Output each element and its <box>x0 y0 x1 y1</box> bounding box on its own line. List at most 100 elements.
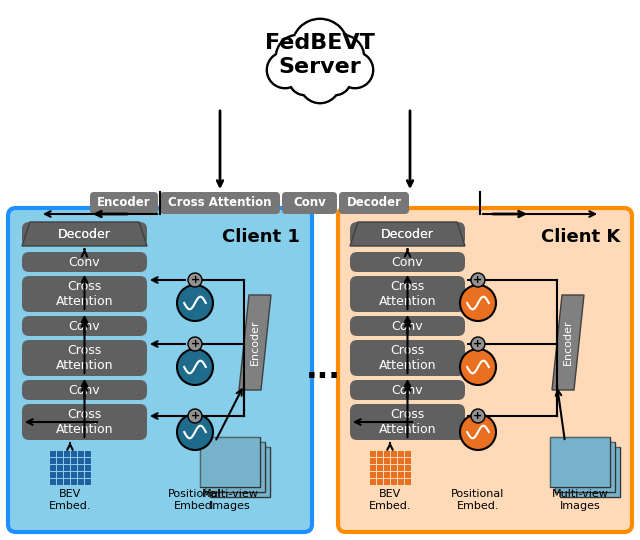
Circle shape <box>337 52 373 88</box>
FancyBboxPatch shape <box>22 340 147 376</box>
Text: Conv: Conv <box>392 320 423 333</box>
Bar <box>383 472 390 478</box>
Bar <box>49 465 56 471</box>
Circle shape <box>290 64 320 94</box>
Bar <box>555 442 615 492</box>
Bar <box>404 472 410 478</box>
Bar <box>84 465 90 471</box>
Circle shape <box>188 273 202 287</box>
Bar <box>369 465 376 471</box>
Circle shape <box>460 349 496 385</box>
Bar <box>383 451 390 457</box>
FancyBboxPatch shape <box>22 252 147 272</box>
FancyBboxPatch shape <box>350 276 465 312</box>
Text: Multi-view
Images: Multi-view Images <box>552 489 609 511</box>
Bar <box>200 437 260 487</box>
Circle shape <box>293 20 347 74</box>
Text: +: + <box>474 339 483 349</box>
Bar <box>376 458 383 464</box>
Bar <box>383 465 390 471</box>
Text: BEV
Embed.: BEV Embed. <box>369 489 412 511</box>
Bar <box>555 442 615 492</box>
Polygon shape <box>350 222 465 246</box>
Bar <box>49 458 56 464</box>
Bar <box>383 458 390 464</box>
Bar <box>369 458 376 464</box>
Bar <box>84 479 90 485</box>
FancyBboxPatch shape <box>350 404 465 440</box>
Text: ...: ... <box>305 355 340 384</box>
Bar <box>404 451 410 457</box>
Bar <box>397 451 403 457</box>
Bar <box>376 472 383 478</box>
Circle shape <box>177 414 213 450</box>
Text: +: + <box>190 339 200 349</box>
Bar <box>63 465 70 471</box>
Bar <box>550 437 610 487</box>
Bar <box>63 451 70 457</box>
Bar <box>77 465 83 471</box>
Bar <box>56 472 63 478</box>
Circle shape <box>460 414 496 450</box>
Text: FedBEVT
Server: FedBEVT Server <box>265 33 375 77</box>
Bar <box>49 472 56 478</box>
Bar <box>70 465 77 471</box>
FancyBboxPatch shape <box>22 222 147 246</box>
Text: Multi-view
Images: Multi-view Images <box>202 489 259 511</box>
Bar <box>84 458 90 464</box>
Text: Encoder: Encoder <box>97 197 151 210</box>
Circle shape <box>268 53 302 87</box>
Circle shape <box>471 409 485 423</box>
Bar <box>63 479 70 485</box>
Text: Cross
Attention: Cross Attention <box>56 280 113 308</box>
Bar <box>200 437 260 487</box>
Text: Encoder: Encoder <box>563 320 573 366</box>
Circle shape <box>319 63 351 95</box>
Bar <box>210 447 270 497</box>
Text: +: + <box>190 275 200 285</box>
Bar <box>63 472 70 478</box>
FancyBboxPatch shape <box>338 208 632 532</box>
Text: +: + <box>190 411 200 421</box>
FancyBboxPatch shape <box>8 208 312 532</box>
Bar <box>397 458 403 464</box>
Circle shape <box>188 337 202 351</box>
Circle shape <box>276 35 320 79</box>
Text: Conv: Conv <box>293 197 326 210</box>
Bar <box>390 479 397 485</box>
Text: Decoder: Decoder <box>346 197 401 210</box>
Bar <box>397 479 403 485</box>
Text: Positional
Embed.: Positional Embed. <box>168 489 221 511</box>
Bar <box>397 472 403 478</box>
Text: Cross
Attention: Cross Attention <box>56 408 113 436</box>
FancyBboxPatch shape <box>350 380 465 400</box>
FancyBboxPatch shape <box>350 340 465 376</box>
FancyBboxPatch shape <box>160 192 280 214</box>
Bar <box>210 447 270 497</box>
Bar <box>205 442 265 492</box>
FancyBboxPatch shape <box>350 252 465 272</box>
FancyBboxPatch shape <box>90 192 158 214</box>
FancyBboxPatch shape <box>22 316 147 336</box>
Polygon shape <box>552 295 584 390</box>
Text: Positional
Embed.: Positional Embed. <box>451 489 505 511</box>
Circle shape <box>177 285 213 321</box>
Text: Conv: Conv <box>68 383 100 396</box>
Bar <box>49 451 56 457</box>
Circle shape <box>320 64 350 94</box>
Circle shape <box>338 53 372 87</box>
Circle shape <box>289 63 321 95</box>
Text: +: + <box>474 411 483 421</box>
Text: Conv: Conv <box>392 383 423 396</box>
Bar <box>84 451 90 457</box>
Bar <box>560 447 620 497</box>
Text: Cross
Attention: Cross Attention <box>379 344 436 372</box>
Bar <box>56 465 63 471</box>
Circle shape <box>460 285 496 321</box>
Bar <box>376 451 383 457</box>
Circle shape <box>301 64 339 102</box>
FancyBboxPatch shape <box>22 404 147 440</box>
Circle shape <box>267 52 303 88</box>
Circle shape <box>471 273 485 287</box>
FancyBboxPatch shape <box>22 276 147 312</box>
